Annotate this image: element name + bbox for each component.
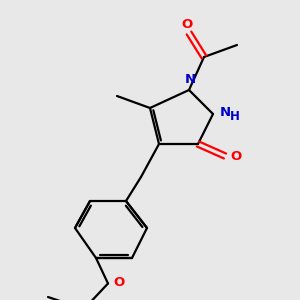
Text: O: O	[182, 19, 193, 32]
Text: O: O	[230, 149, 242, 163]
Text: N: N	[220, 106, 231, 119]
Text: O: O	[113, 275, 125, 289]
Text: H: H	[230, 110, 240, 124]
Text: N: N	[185, 74, 196, 86]
